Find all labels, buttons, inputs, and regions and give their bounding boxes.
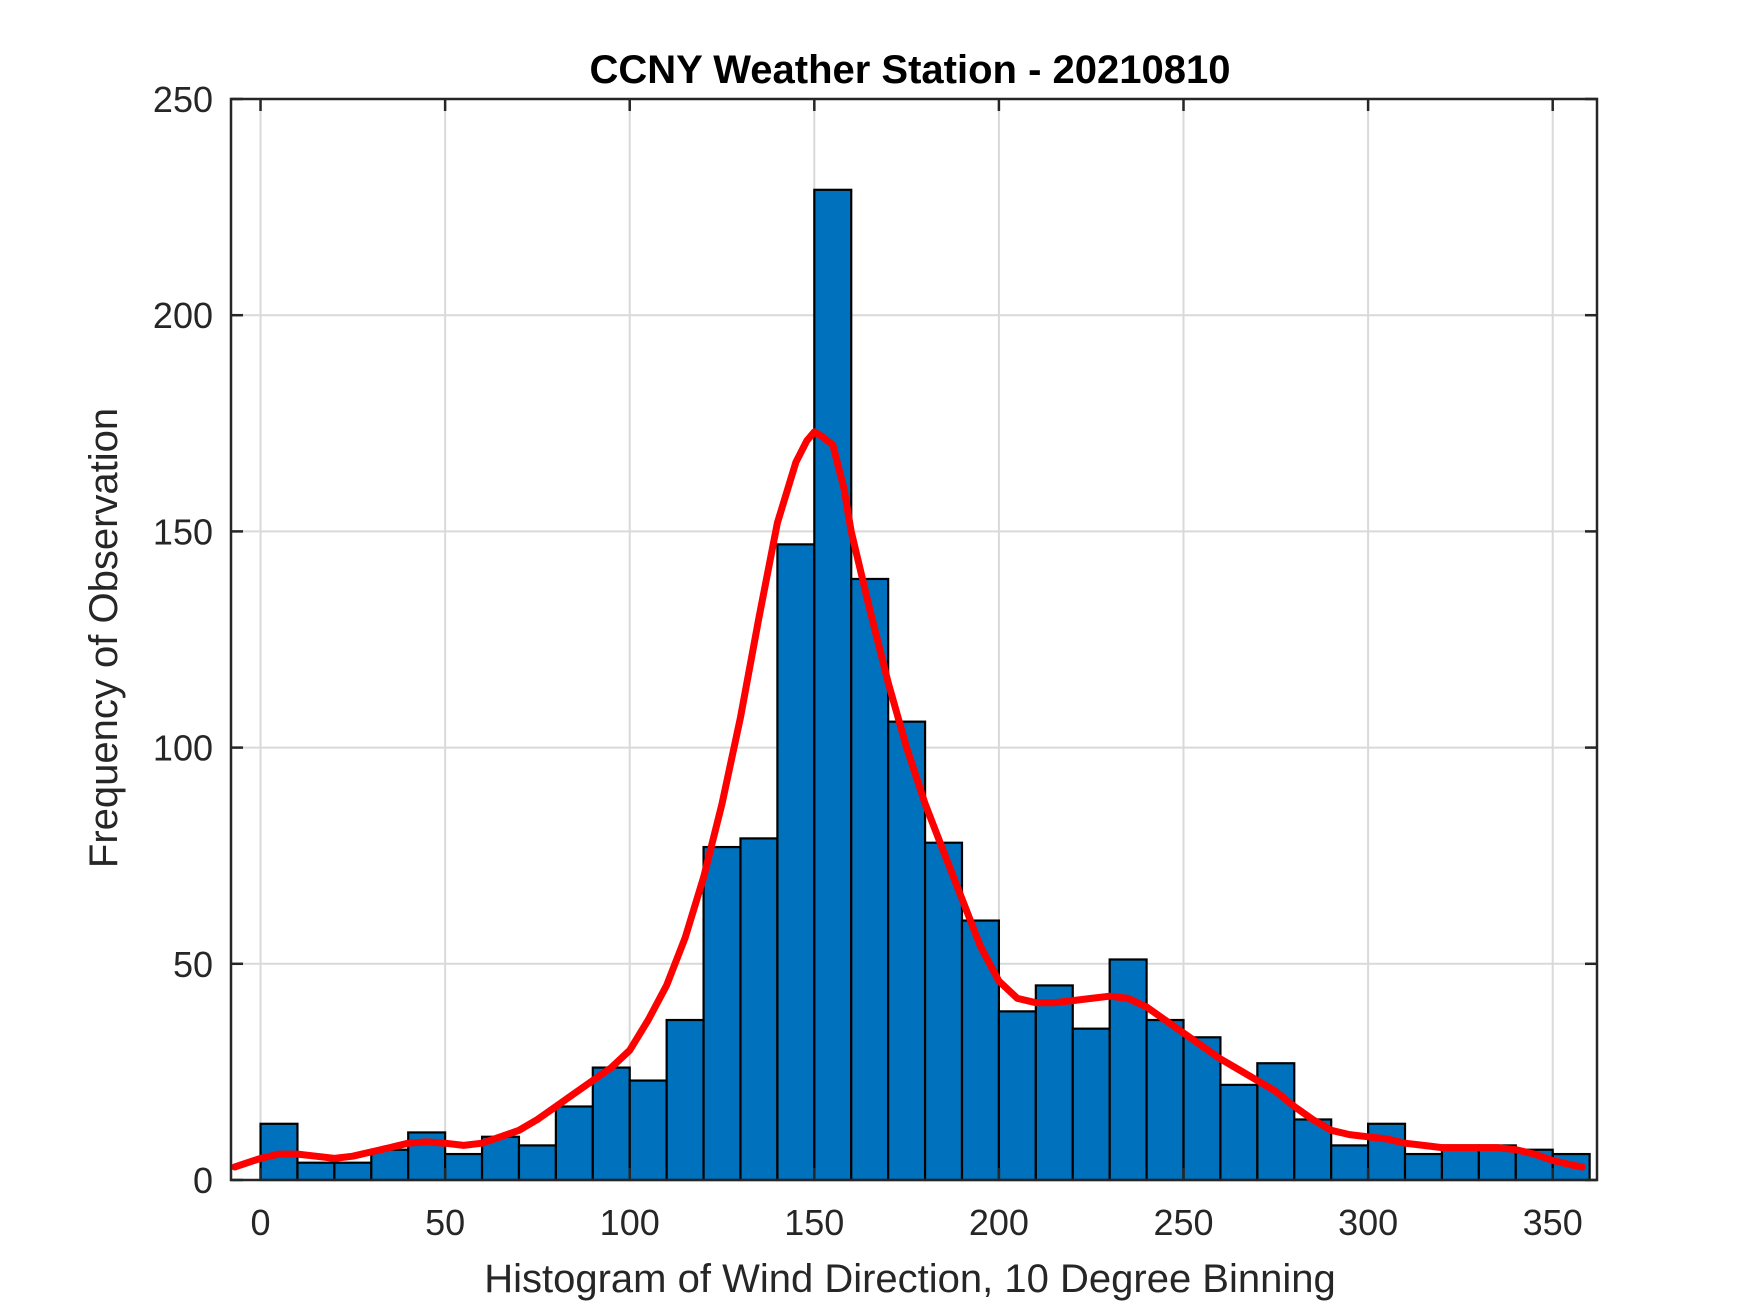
fit-curve: [231, 428, 1586, 1171]
histogram-bar: [665, 1018, 705, 1182]
histogram-bar: [333, 1161, 373, 1182]
y-tick-label: 0: [193, 1160, 213, 1201]
histogram-bar: [296, 1161, 336, 1182]
histogram-bar: [813, 188, 853, 1182]
tick-labels: 0 50 100 150 200 250 300 350 0 50 100 150 200 250: [153, 79, 1583, 1243]
bars: [259, 188, 1591, 1182]
x-tick-label: 150: [784, 1202, 844, 1243]
histogram-bar: [702, 845, 742, 1182]
histogram-bar: [1182, 1036, 1222, 1182]
histogram-bar: [1403, 1152, 1444, 1182]
y-tick-label: 50: [173, 944, 213, 985]
histogram-bar: [517, 1144, 557, 1182]
histogram-bar: [776, 543, 816, 1182]
histogram-bar: [628, 1079, 668, 1182]
axes: [229, 97, 1599, 1182]
histogram-bar: [1219, 1083, 1259, 1182]
histogram-bar: [739, 837, 779, 1182]
x-tick-label: 200: [969, 1202, 1029, 1243]
fit-curve-layer: [231, 428, 1586, 1171]
histogram-bar: [1108, 958, 1148, 1182]
histogram-bar: [370, 1148, 410, 1182]
x-tick-label: 100: [600, 1202, 660, 1243]
histogram-bar: [1071, 1027, 1111, 1182]
histogram-bar: [1145, 1018, 1185, 1182]
histogram-bar: [444, 1152, 484, 1182]
histogram-bar: [591, 1066, 631, 1182]
x-tick-label: 250: [1153, 1202, 1213, 1243]
chart-title: CCNY Weather Station - 20210810: [590, 48, 1231, 92]
y-axis-label: Frequency of Observation: [82, 408, 126, 868]
x-tick-label: 50: [425, 1202, 465, 1243]
x-tick-label: 300: [1338, 1202, 1398, 1243]
histogram-bar: [1330, 1144, 1370, 1182]
y-tick-label: 100: [153, 728, 213, 769]
y-tick-label: 150: [153, 511, 213, 552]
x-axis-label: Histogram of Wind Direction, 10 Degree B…: [484, 1257, 1336, 1301]
x-tick-label: 0: [251, 1202, 271, 1243]
y-tick-label: 200: [153, 295, 213, 336]
histogram-bar: [1367, 1122, 1407, 1182]
histogram-bar: [997, 1010, 1037, 1182]
histogram-bar: [554, 1105, 594, 1182]
histogram-bar: [1034, 984, 1074, 1182]
histogram-bar: [960, 919, 1001, 1182]
plot-frame: [229, 97, 1599, 1182]
y-tick-label: 250: [153, 79, 213, 120]
x-tick-label: 350: [1523, 1202, 1583, 1243]
histogram-bar: [923, 841, 964, 1182]
